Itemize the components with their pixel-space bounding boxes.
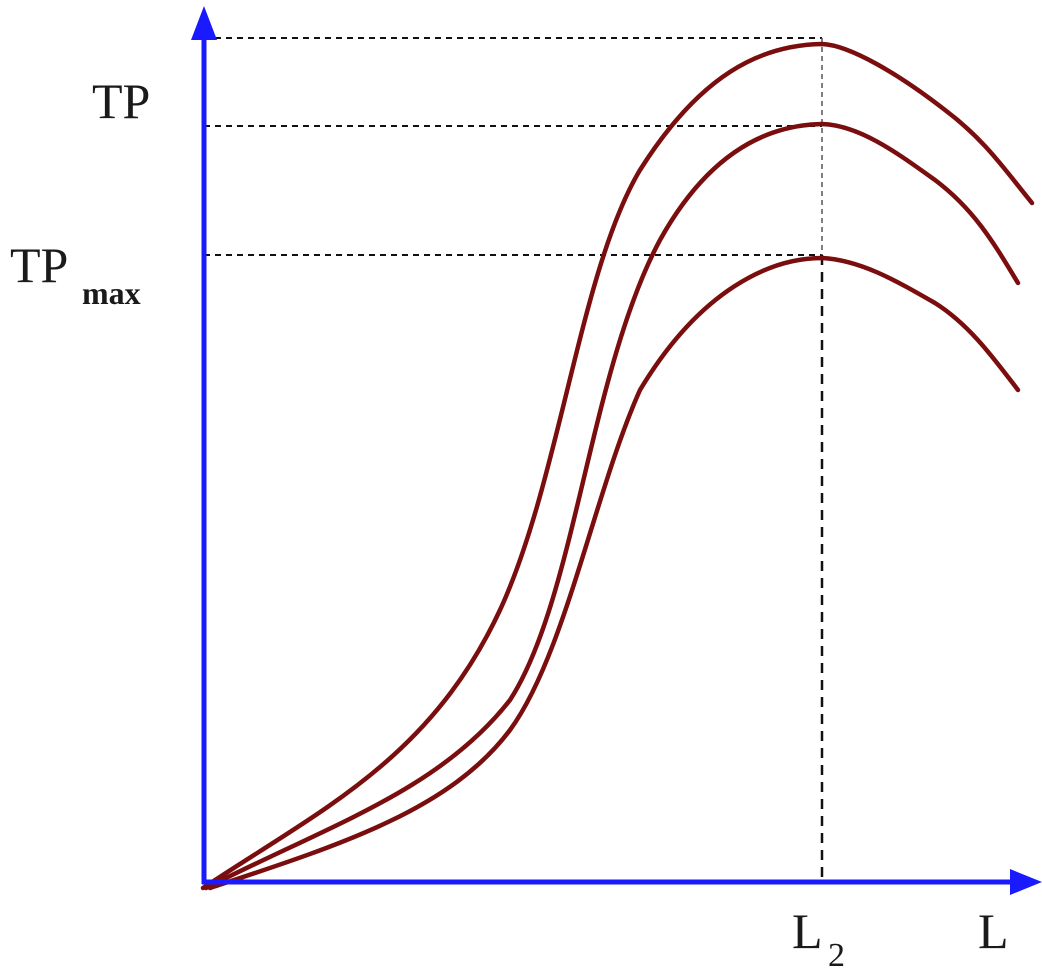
x-axis-arrowhead: [1010, 869, 1042, 895]
y-axis-label: TP: [92, 73, 150, 129]
l2-subscript: 2: [828, 937, 845, 972]
curve-lower: [207, 255, 1021, 891]
tp-max-label: TP: [10, 237, 68, 293]
y-axis-arrowhead: [191, 6, 217, 40]
curve-middle: [203, 121, 1021, 891]
tp-max-subscript: max: [82, 275, 141, 311]
curve-upper: [200, 41, 1035, 891]
l2-label: L: [792, 903, 823, 959]
x-axis-label: L: [978, 903, 1009, 959]
